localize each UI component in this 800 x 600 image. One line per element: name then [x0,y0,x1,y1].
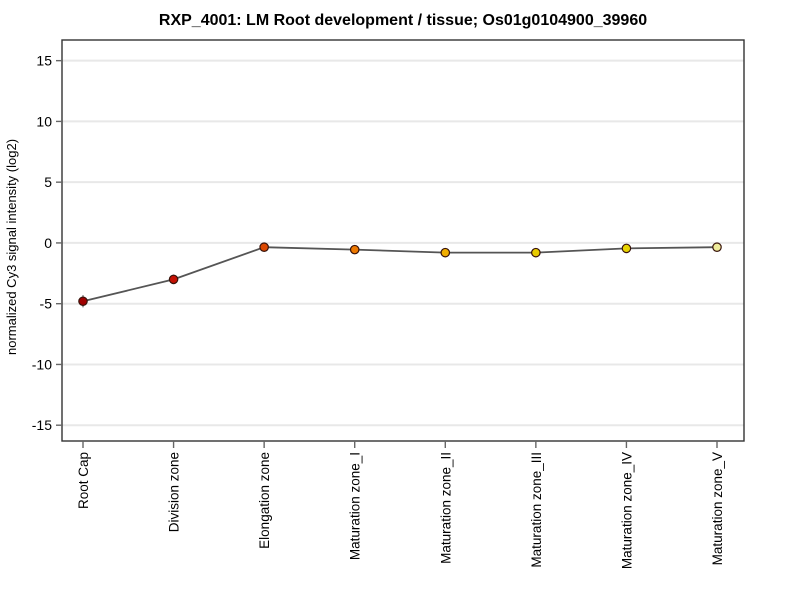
y-axis-label: normalized Cy3 signal intensity (log2) [4,139,19,355]
plot-area: 15 10 5 0 -5 -10 -15 Root Cap Division zone Elong… [32,39,745,569]
x-tick-label: Maturation zone_V [710,452,725,565]
x-tick-label: Maturation zone_II [438,452,453,564]
y-tick-label: 10 [36,113,52,129]
x-tick-label: Maturation zone_IV [619,452,634,569]
data-point [78,296,88,307]
x-tick-label: Maturation zone_I [348,452,363,560]
data-point [531,247,541,258]
x-tick-label: Maturation zone_III [529,452,544,568]
data-point [440,247,451,258]
plot-border [61,39,745,442]
x-tick-label: Division zone [167,452,182,532]
series-line [82,246,718,303]
data-point [621,243,632,254]
y-tick-label: -5 [40,296,53,312]
data-point [712,242,722,252]
data-point [349,244,360,255]
x-tick-label: Root Cap [76,452,91,509]
chart-title: RXP_4001: LM Root development / tissue; … [159,12,647,29]
data-point [168,274,179,285]
y-tick-label: 15 [36,53,52,69]
y-tick-label: -15 [32,417,52,433]
x-tick-label: Elongation zone [257,452,272,549]
y-tick-label: -10 [32,356,52,372]
data-point [259,242,269,252]
y-tick-label: 5 [44,174,52,190]
y-tick-label: 0 [44,235,52,251]
